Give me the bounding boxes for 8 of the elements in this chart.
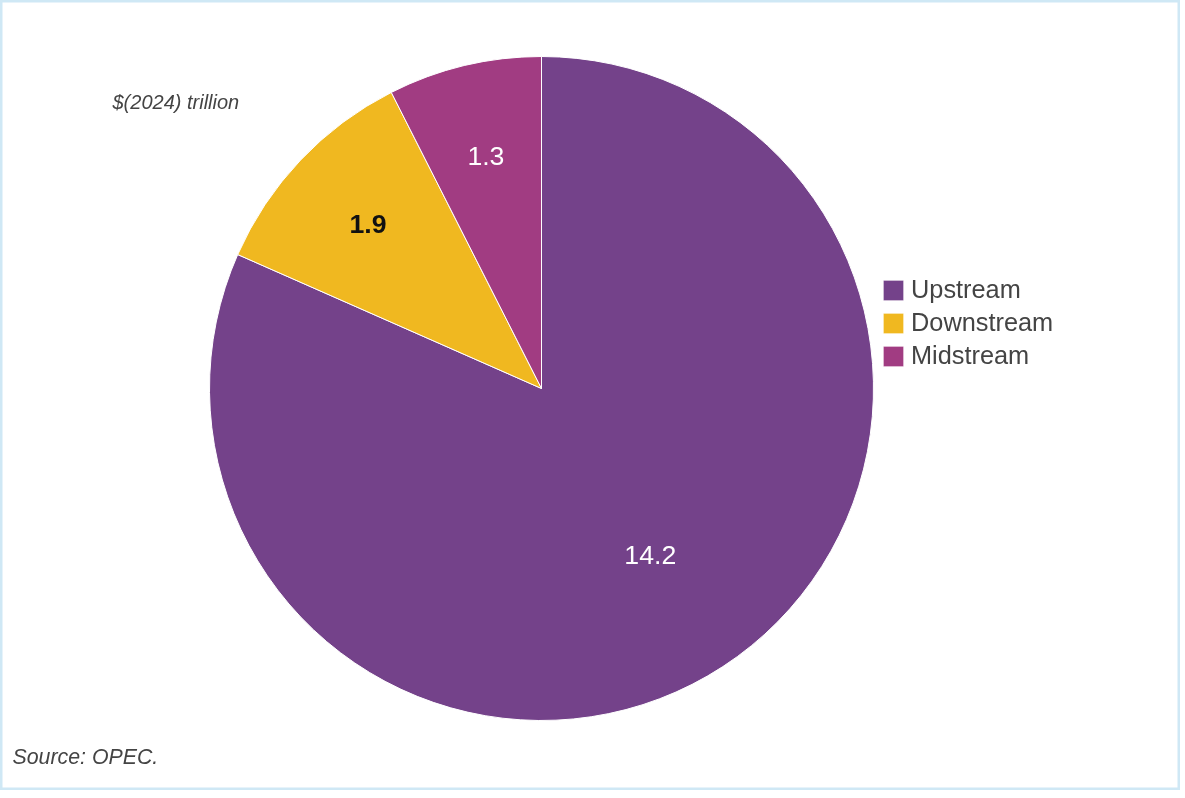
data-label: 14.2 (624, 540, 677, 571)
text: $(2024) trillion (111, 90, 240, 113)
legend-label: Upstream (911, 275, 1021, 304)
source-note: Source: OPEC. (12, 744, 159, 769)
data-label: 1.3 (467, 141, 505, 172)
legend-label: Downstream (911, 308, 1054, 337)
legend-label: Midstream (911, 341, 1030, 370)
data-label: 1.9 (349, 209, 387, 240)
